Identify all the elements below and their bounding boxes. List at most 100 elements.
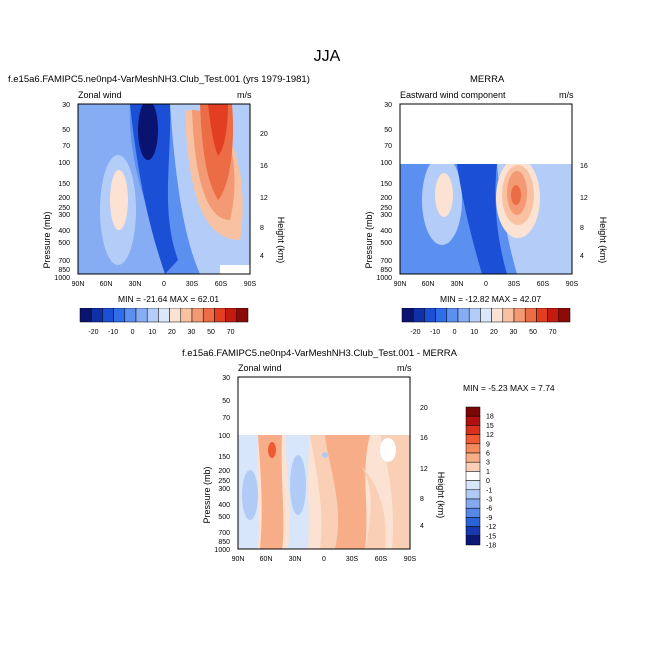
svg-text:30N: 30N	[129, 281, 142, 288]
colorbar-label: 70	[227, 329, 235, 336]
min-max-label: MIN = -5.23 MAX = 7.74	[463, 383, 555, 393]
colorbar-diff: 18 15 12 9 6 3 1 0 -1 -3 -6 -9 -12 -15 -18	[465, 406, 496, 550]
colorbar-swatch	[524, 308, 537, 323]
svg-text:4: 4	[580, 253, 584, 260]
colorbar-swatch	[457, 308, 470, 323]
min-max-label: MIN = -21.64 MAX = 62.01	[118, 294, 220, 304]
colorbar-label: -6	[486, 506, 492, 513]
colorbar-label: 9	[486, 441, 490, 448]
contour-plot: Pressure (mb) Height (km) 30 50 70 100 150 2…	[202, 375, 446, 563]
svg-text:30: 30	[384, 102, 392, 109]
svg-text:4: 4	[420, 523, 424, 530]
panel-diff: f.e15a6.FAMIPC5.ne0np4-VarMeshNH3.Club_T…	[160, 345, 654, 575]
min-max-label: MIN = -12.82 MAX = 42.07	[440, 294, 542, 304]
colorbar-swatch	[158, 308, 170, 323]
colorbar-swatch	[465, 535, 481, 546]
colorbar-swatch	[465, 406, 481, 417]
colorbar-swatch	[480, 308, 492, 323]
colorbar-swatch	[465, 425, 481, 435]
left-label: Zonal wind	[78, 90, 122, 100]
panel-model: f.e15a6.FAMIPC5.ne0np4-VarMeshNH3.Club_T…	[0, 70, 330, 340]
svg-text:400: 400	[58, 228, 70, 235]
svg-text:16: 16	[420, 435, 428, 442]
svg-text:150: 150	[380, 181, 392, 188]
svg-text:250: 250	[380, 205, 392, 212]
svg-text:250: 250	[58, 205, 70, 212]
colorbar-swatch	[465, 434, 481, 445]
colorbar-label: -10	[430, 329, 440, 336]
colorbar-label: 20	[490, 329, 498, 336]
svg-text:70: 70	[384, 143, 392, 150]
svg-text:700: 700	[380, 258, 392, 265]
svg-text:30N: 30N	[289, 556, 302, 563]
svg-text:20: 20	[260, 131, 268, 138]
y2-axis-label: Height (km)	[598, 217, 608, 264]
y2-axis-label: Height (km)	[436, 472, 446, 519]
colorbar-label: -20	[410, 329, 420, 336]
colorbar-swatch	[146, 308, 159, 323]
svg-text:60S: 60S	[375, 556, 388, 563]
colorbar-label: -20	[88, 329, 98, 336]
colorbar-swatch	[513, 308, 526, 323]
svg-text:30S: 30S	[508, 281, 521, 288]
colorbar-label: -3	[486, 497, 492, 504]
colorbar-label: 70	[549, 329, 557, 336]
svg-text:60S: 60S	[537, 281, 550, 288]
y2-ticks: 20 16 12 8 4	[420, 405, 428, 530]
colorbar-label: 10	[148, 329, 156, 336]
colorbar-swatch	[465, 443, 481, 454]
svg-text:300: 300	[58, 212, 70, 219]
svg-text:500: 500	[380, 240, 392, 247]
colorbar-swatch	[465, 415, 481, 426]
x-ticks: 90N 60N 30N 0 30S 60S 90S	[394, 281, 579, 288]
svg-text:100: 100	[380, 160, 392, 167]
svg-text:20: 20	[420, 405, 428, 412]
colorbar-label: 0	[486, 478, 490, 485]
svg-text:90S: 90S	[566, 281, 579, 288]
colorbar-swatch	[502, 308, 515, 323]
colorbar-swatch	[90, 308, 103, 323]
svg-text:8: 8	[580, 225, 584, 232]
colorbar-label: -9	[486, 515, 492, 522]
svg-text:850: 850	[218, 539, 230, 546]
colorbar-label: -10	[108, 329, 118, 336]
colorbar-label: 0	[453, 329, 457, 336]
colorbar-label: 30	[510, 329, 518, 336]
colorbar-label: -18	[486, 543, 496, 550]
contour-plot: Pressure (mb) Height (km) 30 50 70 100 150 2…	[364, 102, 608, 288]
svg-text:300: 300	[380, 212, 392, 219]
colorbar-label: 1	[486, 469, 490, 476]
colorbar-swatch	[412, 308, 425, 323]
colorbar-label: -1	[486, 487, 492, 494]
colorbar-swatch	[465, 526, 481, 537]
svg-text:60N: 60N	[422, 281, 435, 288]
svg-text:30: 30	[222, 375, 230, 382]
colorbar-swatch	[468, 308, 481, 323]
svg-text:60N: 60N	[260, 556, 273, 563]
colorbar-swatch	[180, 308, 193, 323]
svg-text:90N: 90N	[394, 281, 407, 288]
svg-text:1000: 1000	[376, 275, 392, 282]
svg-text:500: 500	[218, 514, 230, 521]
colorbar-swatch	[191, 308, 204, 323]
svg-text:12: 12	[260, 195, 268, 202]
svg-text:300: 300	[218, 486, 230, 493]
svg-text:100: 100	[218, 433, 230, 440]
colorbar-label: 50	[207, 329, 215, 336]
panel-title: f.e15a6.FAMIPC5.ne0np4-VarMeshNH3.Club_T…	[8, 74, 310, 85]
svg-text:400: 400	[218, 502, 230, 509]
colorbar-swatch	[113, 308, 126, 323]
colorbar-swatch	[236, 308, 249, 323]
svg-text:90N: 90N	[72, 281, 85, 288]
colorbar-swatch	[214, 308, 226, 323]
x-ticks: 90N 60N 30N 0 30S 60S 90S	[232, 556, 417, 563]
colorbar-swatch	[536, 308, 548, 323]
colorbar-swatch	[465, 517, 481, 527]
svg-text:150: 150	[218, 454, 230, 461]
svg-text:700: 700	[218, 530, 230, 537]
svg-text:30: 30	[62, 102, 70, 109]
svg-text:1000: 1000	[54, 275, 70, 282]
colorbar-swatch	[465, 452, 481, 463]
colorbar-swatch	[547, 308, 560, 323]
